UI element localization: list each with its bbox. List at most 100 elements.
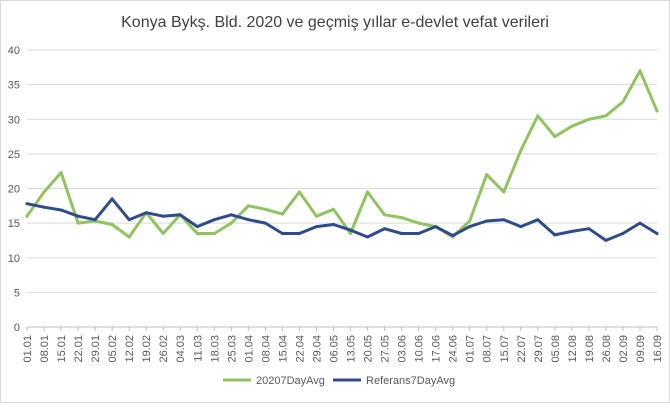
x-tick-label: 22.01 — [73, 335, 85, 363]
data-point — [315, 214, 318, 218]
x-tick-label: 02.09 — [618, 335, 630, 363]
data-point — [451, 234, 455, 238]
data-point — [110, 223, 114, 226]
data-point — [246, 218, 250, 222]
x-tick-label: 04.03 — [175, 335, 187, 363]
data-point — [42, 205, 46, 209]
data-point — [76, 214, 80, 218]
data-point — [366, 190, 369, 194]
x-tick-label: 09.09 — [635, 335, 647, 363]
data-point — [212, 218, 216, 222]
data-point — [212, 232, 216, 235]
data-point — [127, 235, 131, 239]
data-point — [263, 221, 267, 225]
y-tick-label: 20 — [8, 184, 20, 196]
x-tick-label: 18.03 — [209, 335, 221, 363]
data-point — [587, 117, 591, 121]
data-point — [587, 227, 591, 231]
x-tick-label: 08.07 — [482, 335, 494, 363]
x-tick-label: 15.04 — [277, 335, 289, 363]
legend-label: Referans7DayAvg — [366, 375, 455, 387]
series-line-1 — [25, 69, 659, 239]
y-tick-label: 15 — [8, 218, 20, 230]
data-point — [110, 197, 114, 201]
data-point — [280, 232, 284, 235]
data-point — [25, 214, 29, 218]
data-point — [229, 221, 233, 225]
y-tick-label: 40 — [8, 45, 20, 57]
data-point — [229, 213, 233, 217]
x-tick-label: 22.07 — [516, 335, 528, 363]
data-point — [621, 232, 625, 235]
x-tick-label: 10.06 — [414, 335, 426, 363]
data-point — [638, 69, 642, 73]
x-tick-label: 29.04 — [311, 335, 323, 363]
data-point — [519, 148, 523, 152]
series-lines — [25, 69, 659, 242]
data-point — [536, 218, 540, 222]
legend-label: 20207DayAvg — [256, 375, 325, 387]
x-tick-label: 06.05 — [328, 335, 340, 363]
gridlines — [27, 49, 657, 328]
data-point — [161, 232, 165, 235]
data-point — [417, 221, 421, 225]
data-point — [485, 173, 489, 177]
x-tick-label: 20.05 — [363, 335, 375, 363]
chart-title: Konya Bykş. Bld. 2020 ve geçmiş yıllar e… — [121, 14, 549, 31]
data-point — [604, 238, 608, 242]
data-point — [178, 213, 182, 217]
data-point — [417, 232, 421, 235]
data-point — [280, 212, 284, 216]
x-tick-label: 01.01 — [22, 335, 34, 363]
x-tick-label: 24.06 — [448, 335, 460, 363]
data-point — [349, 228, 352, 232]
x-tick-label: 17.06 — [431, 335, 443, 363]
x-axis: 01.01 08.01 15.01 22.01 29.01 05.02 12.02 19.02… — [22, 327, 664, 363]
data-point — [195, 225, 199, 229]
data-point — [263, 207, 267, 211]
data-point — [25, 202, 29, 206]
x-tick-label: 15.01 — [56, 335, 68, 363]
x-tick-label: 29.01 — [90, 335, 102, 363]
data-point — [76, 221, 80, 225]
data-point — [638, 221, 642, 225]
data-point — [161, 214, 165, 218]
data-point — [434, 225, 438, 229]
x-tick-label: 16.09 — [652, 335, 664, 363]
data-point — [400, 232, 404, 235]
data-point — [93, 218, 97, 222]
data-point — [655, 109, 659, 113]
x-tick-label: 01.04 — [243, 335, 255, 363]
y-tick-label: 10 — [8, 253, 20, 265]
y-tick-label: 5 — [14, 287, 20, 299]
data-point — [195, 232, 199, 235]
data-point — [332, 207, 335, 211]
data-point — [570, 229, 574, 233]
x-tick-label: 15.07 — [499, 335, 511, 363]
data-point — [553, 135, 557, 139]
x-tick-label: 05.08 — [550, 335, 562, 363]
data-point — [536, 114, 540, 118]
data-point — [383, 227, 387, 231]
x-tick-label: 11.03 — [192, 335, 204, 362]
data-point — [59, 208, 63, 212]
data-point — [519, 225, 523, 229]
data-point — [502, 190, 506, 194]
data-point — [144, 211, 148, 215]
x-tick-label: 27.05 — [380, 335, 392, 363]
data-point — [297, 232, 301, 235]
x-tick-label: 13.05 — [346, 335, 358, 363]
data-point — [42, 190, 46, 194]
data-point — [468, 219, 472, 223]
data-point — [59, 171, 63, 175]
x-tick-label: 12.08 — [567, 335, 579, 363]
data-point — [485, 219, 489, 223]
x-tick-label: 25.03 — [226, 335, 238, 363]
x-tick-label: 22.04 — [294, 335, 306, 363]
x-tick-label: 26.02 — [158, 335, 170, 363]
y-tick-label: 35 — [8, 80, 20, 92]
x-tick-label: 19.02 — [141, 335, 153, 363]
